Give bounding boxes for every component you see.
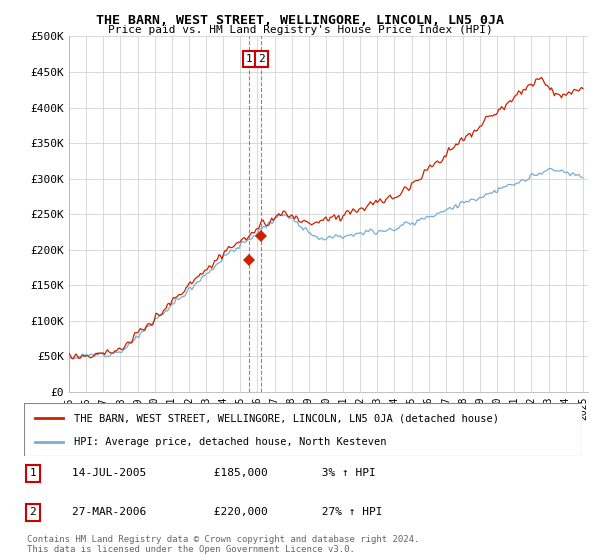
FancyBboxPatch shape xyxy=(24,403,582,456)
Text: 14-JUL-2005          £185,000        3% ↑ HPI: 14-JUL-2005 £185,000 3% ↑ HPI xyxy=(45,468,376,478)
Text: Contains HM Land Registry data © Crown copyright and database right 2024.
This d: Contains HM Land Registry data © Crown c… xyxy=(27,535,419,554)
Text: Price paid vs. HM Land Registry's House Price Index (HPI): Price paid vs. HM Land Registry's House … xyxy=(107,25,493,35)
Text: THE BARN, WEST STREET, WELLINGORE, LINCOLN, LN5 0JA: THE BARN, WEST STREET, WELLINGORE, LINCO… xyxy=(96,14,504,27)
Text: 2: 2 xyxy=(258,54,265,64)
Text: 2: 2 xyxy=(29,507,37,517)
Text: 27-MAR-2006          £220,000        27% ↑ HPI: 27-MAR-2006 £220,000 27% ↑ HPI xyxy=(45,507,383,517)
Text: THE BARN, WEST STREET, WELLINGORE, LINCOLN, LN5 0JA (detached house): THE BARN, WEST STREET, WELLINGORE, LINCO… xyxy=(74,413,499,423)
Text: 1: 1 xyxy=(246,54,253,64)
Text: 1: 1 xyxy=(29,468,37,478)
Text: HPI: Average price, detached house, North Kesteven: HPI: Average price, detached house, Nort… xyxy=(74,436,387,446)
